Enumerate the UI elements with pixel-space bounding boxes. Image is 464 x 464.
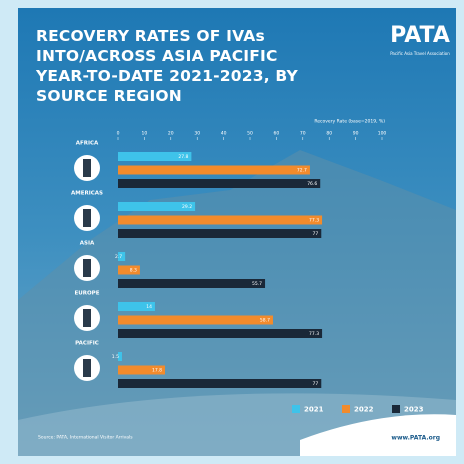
value-label: 8.3 — [130, 268, 137, 274]
region-icon-glyph — [83, 209, 91, 227]
x-tick-label: 30 — [194, 131, 200, 137]
bar — [118, 279, 266, 288]
category-label: PACIFIC — [75, 341, 99, 347]
x-tick-label: 10 — [142, 131, 148, 137]
category-label: AMERICAS — [71, 191, 103, 197]
legend-swatch — [392, 405, 400, 413]
value-label: 27.8 — [178, 154, 188, 160]
category-label: EUROPE — [75, 291, 100, 297]
bar — [118, 265, 140, 275]
x-axis-label: Recovery Rate (base=2019, %) — [314, 119, 385, 125]
bar — [118, 379, 322, 388]
bar — [118, 202, 196, 211]
value-label: 77 — [313, 231, 319, 237]
value-label: 77 — [313, 381, 319, 387]
legend-label: 2023 — [404, 406, 424, 414]
bar — [118, 165, 310, 175]
logo-subtitle: Pacific Asia Travel Association — [390, 51, 450, 56]
region-icon-glyph — [83, 259, 91, 277]
value-label: 58.7 — [260, 318, 270, 324]
value-label: 14 — [146, 304, 152, 310]
x-tick-label: 70 — [300, 131, 306, 137]
bar — [118, 179, 321, 188]
value-label: 29.2 — [182, 204, 192, 210]
bar — [118, 302, 155, 311]
bar — [118, 252, 126, 261]
x-tick-label: 0 — [117, 131, 120, 137]
source: Source: PATA, International Visitor Arri… — [38, 435, 133, 441]
value-label: 72.7 — [297, 168, 307, 174]
value-label: 77.3 — [309, 331, 319, 337]
bar — [118, 365, 165, 375]
value-label: 2.7 — [115, 254, 122, 260]
bar — [118, 152, 192, 161]
x-tick-label: 100 — [378, 131, 387, 137]
value-label: 76.6 — [307, 181, 317, 187]
x-tick-label: 60 — [274, 131, 280, 137]
wave — [300, 414, 456, 456]
x-tick-label: 20 — [168, 131, 174, 137]
legend-label: 2021 — [304, 406, 324, 414]
logo: PATA — [390, 23, 450, 48]
x-tick-label: 40 — [221, 131, 227, 137]
bar — [118, 329, 323, 338]
value-label: 55.7 — [252, 281, 262, 287]
legend-swatch — [342, 405, 350, 413]
legend-swatch — [292, 405, 300, 413]
bar — [118, 352, 122, 361]
website: www.PATA.org — [391, 435, 440, 442]
region-icon-glyph — [83, 359, 91, 377]
value-label: 1.5 — [112, 354, 119, 360]
x-tick-label: 90 — [353, 131, 359, 137]
value-label: 77.3 — [309, 218, 319, 224]
category-label: AFRICA — [76, 141, 99, 147]
x-tick-label: 50 — [247, 131, 253, 137]
region-icon-glyph — [83, 309, 91, 327]
x-tick-label: 80 — [326, 131, 332, 137]
legend-label: 2022 — [354, 406, 374, 414]
bar — [118, 315, 273, 325]
category-label: ASIA — [80, 241, 95, 247]
bar — [118, 229, 322, 238]
chart-title: RECOVERY RATES OF IVAs INTO/ACROSS ASIA … — [36, 27, 298, 105]
bar — [118, 215, 323, 225]
region-icon-glyph — [83, 159, 91, 177]
value-label: 17.8 — [152, 368, 162, 374]
